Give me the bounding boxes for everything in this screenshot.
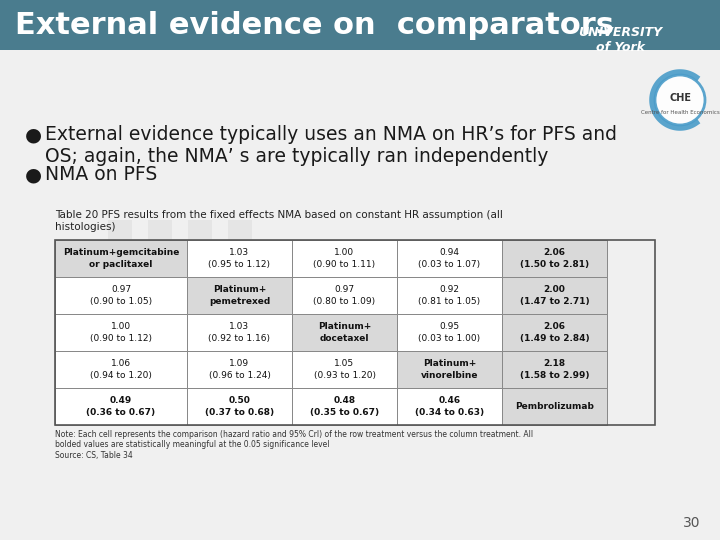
Text: 2.06
(1.50 to 2.81): 2.06 (1.50 to 2.81) <box>520 248 589 268</box>
Bar <box>100 280 260 300</box>
FancyBboxPatch shape <box>397 240 502 277</box>
Text: Platinum+
pemetrexed: Platinum+ pemetrexed <box>209 286 270 306</box>
Text: External evidence on  comparators: External evidence on comparators <box>15 10 614 39</box>
Text: 0.48
(0.35 to 0.67): 0.48 (0.35 to 0.67) <box>310 396 379 416</box>
FancyBboxPatch shape <box>292 388 397 425</box>
FancyBboxPatch shape <box>187 314 292 351</box>
Text: 1.00
(0.90 to 1.12): 1.00 (0.90 to 1.12) <box>90 322 152 342</box>
FancyBboxPatch shape <box>55 240 187 277</box>
FancyBboxPatch shape <box>187 351 292 388</box>
Bar <box>228 220 252 300</box>
Bar <box>188 220 212 300</box>
Text: Platinum+
docetaxel: Platinum+ docetaxel <box>318 322 372 342</box>
FancyBboxPatch shape <box>502 388 607 425</box>
Text: NMA on PFS: NMA on PFS <box>45 165 157 184</box>
Text: Note: Each cell represents the comparison (hazard ratio and 95% CrI) of the row : Note: Each cell represents the compariso… <box>55 430 533 460</box>
FancyBboxPatch shape <box>292 351 397 388</box>
Text: UNIVERSITY
of York: UNIVERSITY of York <box>578 26 662 54</box>
Text: 1.06
(0.94 to 1.20): 1.06 (0.94 to 1.20) <box>90 360 152 380</box>
FancyBboxPatch shape <box>187 240 292 277</box>
Text: 1.03
(0.92 to 1.16): 1.03 (0.92 to 1.16) <box>209 322 271 342</box>
Text: Centre for Health Economics: Centre for Health Economics <box>641 110 719 115</box>
FancyBboxPatch shape <box>502 277 607 314</box>
FancyBboxPatch shape <box>55 351 187 388</box>
FancyBboxPatch shape <box>0 0 720 50</box>
Text: 1.09
(0.96 to 1.24): 1.09 (0.96 to 1.24) <box>209 360 271 380</box>
Text: ●: ● <box>25 125 42 144</box>
FancyBboxPatch shape <box>502 351 607 388</box>
Text: 30: 30 <box>683 516 700 530</box>
Text: 1.03
(0.95 to 1.12): 1.03 (0.95 to 1.12) <box>209 248 271 268</box>
Text: 1.05
(0.93 to 1.20): 1.05 (0.93 to 1.20) <box>313 360 376 380</box>
Text: 0.97
(0.90 to 1.05): 0.97 (0.90 to 1.05) <box>90 286 152 306</box>
Text: 2.06
(1.49 to 2.84): 2.06 (1.49 to 2.84) <box>520 322 589 342</box>
Text: Pembrolizumab: Pembrolizumab <box>515 402 594 411</box>
FancyBboxPatch shape <box>292 277 397 314</box>
Bar <box>148 220 172 300</box>
Text: ●: ● <box>25 165 42 184</box>
FancyBboxPatch shape <box>397 314 502 351</box>
FancyBboxPatch shape <box>55 277 187 314</box>
FancyBboxPatch shape <box>187 388 292 425</box>
Text: Platinum+
vinorelbine: Platinum+ vinorelbine <box>420 360 478 380</box>
Text: 2.00
(1.47 to 2.71): 2.00 (1.47 to 2.71) <box>520 286 589 306</box>
FancyBboxPatch shape <box>292 314 397 351</box>
Text: 2.18
(1.58 to 2.99): 2.18 (1.58 to 2.99) <box>520 360 589 380</box>
FancyBboxPatch shape <box>397 277 502 314</box>
Text: 0.50
(0.37 to 0.68): 0.50 (0.37 to 0.68) <box>205 396 274 416</box>
FancyBboxPatch shape <box>502 314 607 351</box>
Text: 0.95
(0.03 to 1.00): 0.95 (0.03 to 1.00) <box>418 322 480 342</box>
FancyBboxPatch shape <box>292 240 397 277</box>
Bar <box>108 220 132 300</box>
Circle shape <box>655 75 705 125</box>
Text: 0.97
(0.80 to 1.09): 0.97 (0.80 to 1.09) <box>313 286 376 306</box>
Text: External evidence typically uses an NMA on HR’s for PFS and
OS; again, the NMA’ : External evidence typically uses an NMA … <box>45 125 617 166</box>
Text: Table 20 PFS results from the fixed effects NMA based on constant HR assumption : Table 20 PFS results from the fixed effe… <box>55 210 503 232</box>
FancyBboxPatch shape <box>187 277 292 314</box>
FancyBboxPatch shape <box>55 388 187 425</box>
FancyBboxPatch shape <box>55 314 187 351</box>
FancyBboxPatch shape <box>397 388 502 425</box>
Text: 1.00
(0.90 to 1.11): 1.00 (0.90 to 1.11) <box>313 248 376 268</box>
FancyBboxPatch shape <box>502 240 607 277</box>
Text: 0.49
(0.36 to 0.67): 0.49 (0.36 to 0.67) <box>86 396 156 416</box>
Text: CHE: CHE <box>669 93 691 103</box>
Text: 0.46
(0.34 to 0.63): 0.46 (0.34 to 0.63) <box>415 396 484 416</box>
Text: Platinum+gemcitabine
or paclitaxel: Platinum+gemcitabine or paclitaxel <box>63 248 179 268</box>
Text: 0.94
(0.03 to 1.07): 0.94 (0.03 to 1.07) <box>418 248 480 268</box>
FancyBboxPatch shape <box>397 351 502 388</box>
Text: 0.92
(0.81 to 1.05): 0.92 (0.81 to 1.05) <box>418 286 480 306</box>
